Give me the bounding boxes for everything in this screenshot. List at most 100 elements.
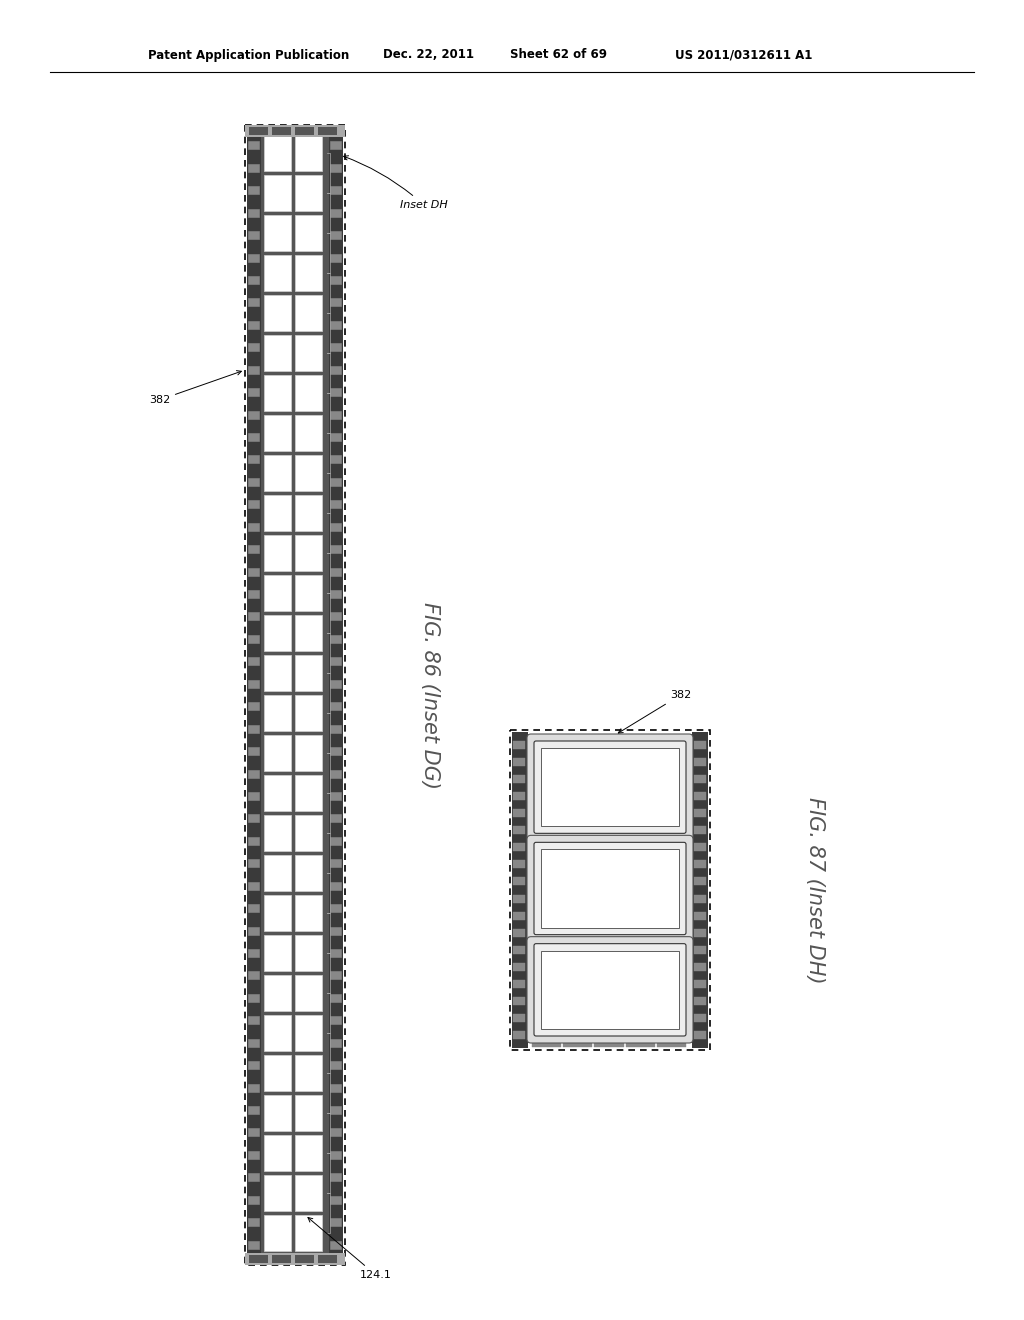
Bar	[295, 255, 322, 290]
Bar	[264, 414, 291, 451]
Bar	[295, 1135, 322, 1171]
Bar	[272, 127, 291, 135]
Bar	[248, 612, 259, 620]
Bar	[248, 859, 259, 867]
Bar	[264, 1214, 291, 1251]
Bar	[248, 1173, 259, 1181]
Bar	[248, 837, 259, 845]
Bar	[264, 1055, 291, 1092]
Bar	[330, 770, 341, 777]
Bar	[513, 843, 525, 851]
Bar	[248, 478, 259, 486]
Bar	[330, 814, 341, 822]
Bar	[694, 1031, 706, 1039]
Bar	[248, 500, 259, 508]
Bar	[264, 535, 291, 572]
Bar	[248, 253, 259, 261]
Bar	[694, 962, 706, 970]
Bar	[694, 997, 706, 1005]
Bar	[330, 523, 341, 531]
Bar	[329, 127, 343, 1263]
FancyBboxPatch shape	[534, 842, 686, 935]
Bar	[264, 1015, 291, 1051]
Bar	[330, 657, 341, 665]
Bar	[264, 135, 291, 172]
Bar	[563, 1040, 593, 1047]
Bar	[295, 335, 322, 371]
Bar	[248, 792, 259, 800]
Bar	[330, 747, 341, 755]
Bar	[330, 972, 341, 979]
Bar	[528, 733, 692, 1048]
Bar	[248, 1084, 259, 1092]
Bar	[295, 696, 322, 731]
Bar	[330, 164, 341, 172]
Bar	[248, 343, 259, 351]
Bar	[248, 814, 259, 822]
Bar	[264, 655, 291, 690]
Bar	[330, 366, 341, 374]
Bar	[248, 770, 259, 777]
Bar	[295, 975, 322, 1011]
Bar	[510, 730, 710, 1049]
Bar	[694, 775, 706, 783]
Bar	[330, 702, 341, 710]
Bar	[248, 635, 259, 643]
Bar	[330, 321, 341, 329]
Bar	[330, 1173, 341, 1181]
Bar	[330, 568, 341, 576]
Bar	[330, 837, 341, 845]
Bar	[248, 680, 259, 688]
Bar	[513, 979, 525, 987]
Bar	[513, 809, 525, 817]
Bar	[248, 433, 259, 441]
Bar	[264, 895, 291, 931]
Text: Patent Application Publication: Patent Application Publication	[148, 49, 349, 62]
Bar	[513, 1031, 525, 1039]
Bar	[295, 1055, 322, 1092]
Bar	[248, 747, 259, 755]
Bar	[694, 895, 706, 903]
Bar	[248, 994, 259, 1002]
Bar	[330, 433, 341, 441]
Text: 382: 382	[148, 371, 242, 405]
FancyBboxPatch shape	[527, 836, 693, 941]
Bar	[248, 1151, 259, 1159]
Bar	[295, 735, 322, 771]
Bar	[295, 615, 322, 651]
Bar	[694, 809, 706, 817]
Bar	[264, 1135, 291, 1171]
Bar	[330, 388, 341, 396]
Bar	[248, 972, 259, 979]
FancyBboxPatch shape	[527, 734, 693, 841]
Bar	[248, 1241, 259, 1249]
Bar	[330, 411, 341, 418]
FancyBboxPatch shape	[527, 937, 693, 1043]
Bar	[330, 882, 341, 890]
Bar	[330, 680, 341, 688]
Bar	[694, 929, 706, 937]
Bar	[330, 186, 341, 194]
Bar	[248, 657, 259, 665]
Text: 124.1: 124.1	[308, 1217, 392, 1280]
Bar	[247, 127, 343, 1263]
Bar	[264, 375, 291, 411]
Bar	[513, 997, 525, 1005]
Bar	[245, 1253, 345, 1265]
Bar	[330, 209, 341, 216]
Bar	[330, 1106, 341, 1114]
Bar	[295, 294, 322, 331]
Bar	[295, 375, 322, 411]
Bar	[272, 1255, 291, 1263]
Bar	[248, 1061, 259, 1069]
Bar	[513, 792, 525, 800]
Bar	[295, 775, 322, 810]
Bar	[656, 1040, 686, 1047]
Bar	[264, 696, 291, 731]
Bar	[513, 1014, 525, 1022]
Bar	[264, 775, 291, 810]
Bar	[248, 1039, 259, 1047]
Bar	[249, 1255, 268, 1263]
Bar	[248, 568, 259, 576]
Bar	[330, 1218, 341, 1226]
